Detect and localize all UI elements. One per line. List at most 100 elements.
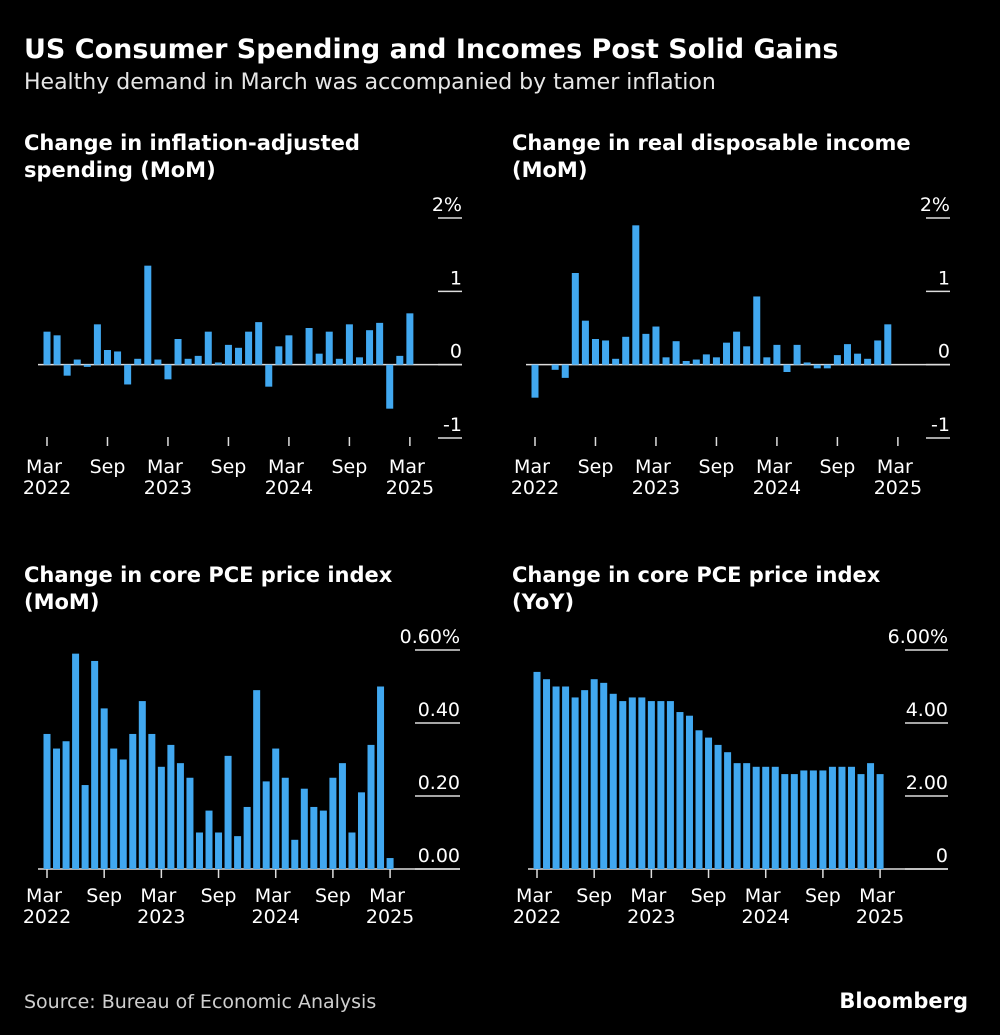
- bar: [773, 344, 781, 365]
- bar: [591, 339, 599, 365]
- chart-title: Change in core PCE price index (MoM): [24, 563, 393, 614]
- x-tick-label: Mar 2024: [742, 885, 790, 928]
- bar: [291, 839, 299, 869]
- bar: [819, 770, 827, 869]
- bar: [325, 331, 333, 365]
- bar: [612, 358, 620, 365]
- bar: [300, 788, 308, 869]
- y-tick-label: 1: [938, 267, 950, 289]
- page-title: US Consumer Spending and Incomes Post So…: [24, 34, 838, 65]
- x-tick-label: Sep: [201, 885, 237, 907]
- x-tick-label: Sep: [315, 885, 351, 907]
- bar: [103, 350, 111, 365]
- bar: [235, 347, 243, 365]
- bar: [632, 225, 640, 365]
- y-tick-label: 2%: [920, 194, 950, 216]
- x-tick-label: Mar 2024: [265, 456, 313, 499]
- bar: [205, 810, 213, 869]
- bar: [366, 330, 374, 365]
- bar: [186, 777, 194, 869]
- bar: [571, 273, 579, 365]
- x-tick-label: Mar 2023: [627, 885, 675, 928]
- bar: [790, 774, 798, 869]
- bar: [714, 744, 722, 869]
- x-tick-label: Mar 2023: [144, 456, 192, 499]
- bar: [682, 361, 690, 365]
- bar: [243, 806, 251, 869]
- bar: [622, 336, 630, 365]
- bar: [743, 346, 751, 365]
- bar: [685, 715, 693, 869]
- bar: [396, 355, 404, 365]
- x-tick-label: Sep: [578, 456, 614, 478]
- bar: [265, 364, 273, 387]
- x-tick-label: Mar 2022: [513, 885, 561, 928]
- y-tick-label: 2%: [432, 194, 462, 216]
- bar: [692, 359, 700, 365]
- bar: [642, 333, 650, 365]
- bar: [386, 364, 394, 409]
- bar: [843, 344, 851, 365]
- bar: [753, 296, 761, 365]
- bar: [533, 671, 541, 869]
- bar: [315, 353, 323, 365]
- bar: [864, 358, 872, 365]
- bar: [723, 342, 731, 365]
- bar: [129, 733, 137, 869]
- bar: [376, 322, 384, 365]
- x-tick-label: Mar 2022: [23, 885, 71, 928]
- bar: [272, 748, 280, 869]
- bar: [164, 364, 172, 380]
- y-tick-label: 2.00: [906, 772, 948, 794]
- x-tick-label: Mar 2025: [386, 456, 434, 499]
- x-tick-label: Mar 2025: [366, 885, 414, 928]
- bar: [319, 810, 327, 869]
- bar: [543, 679, 551, 869]
- bar: [828, 766, 836, 869]
- bar: [100, 708, 108, 869]
- y-tick-label: 0.00: [418, 845, 460, 867]
- bar: [167, 744, 175, 869]
- bar: [62, 741, 70, 869]
- bar: [702, 354, 710, 365]
- bar: [73, 359, 81, 365]
- x-tick-label: Mar 2024: [753, 456, 801, 499]
- y-tick-label: 0.20: [418, 772, 460, 794]
- x-tick-label: Sep: [576, 885, 612, 907]
- bar: [204, 331, 212, 365]
- bar: [310, 806, 318, 869]
- y-tick-label: 0: [936, 845, 948, 867]
- bar: [214, 362, 222, 365]
- bar: [406, 313, 414, 365]
- bar: [581, 320, 589, 365]
- chart-title: Change in real disposable income (MoM): [512, 131, 911, 182]
- bar: [114, 351, 122, 365]
- x-tick-label: Mar 2025: [874, 456, 922, 499]
- bar: [83, 364, 91, 367]
- y-tick-label: 6.00%: [888, 626, 948, 648]
- bar: [377, 686, 385, 869]
- bar: [762, 766, 770, 869]
- bar: [81, 785, 89, 869]
- bar: [695, 730, 703, 869]
- bar: [245, 331, 253, 365]
- bar: [813, 364, 821, 369]
- x-tick-label: Sep: [691, 885, 727, 907]
- bar: [357, 792, 365, 869]
- y-tick-label: 0: [450, 341, 462, 363]
- bar: [666, 701, 674, 869]
- bar: [609, 693, 617, 869]
- x-tick-label: Sep: [86, 885, 122, 907]
- bar: [771, 766, 779, 869]
- bar: [876, 774, 884, 869]
- bar: [884, 324, 892, 365]
- bar: [119, 759, 127, 869]
- x-tick-label: Sep: [805, 885, 841, 907]
- x-tick-label: Mar 2022: [511, 456, 559, 499]
- bar: [647, 701, 655, 869]
- y-tick-label: -1: [931, 414, 950, 436]
- x-tick-label: Mar 2024: [252, 885, 300, 928]
- bar: [367, 744, 375, 869]
- bar: [867, 763, 875, 869]
- bar: [793, 344, 801, 365]
